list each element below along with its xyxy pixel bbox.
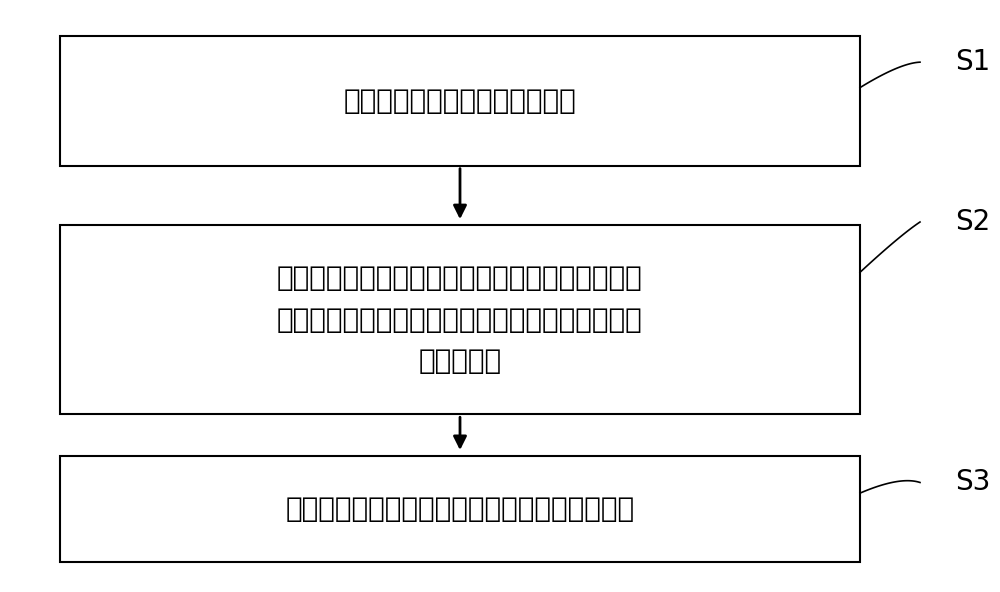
- Bar: [60, 225, 860, 414]
- Text: 在加热后的上述盖板的上表面上自下向上依次铺设
第一封装胶膜、电池串层、第二封装胶膜和背板以
得到铺设件: 在加热后的上述盖板的上表面上自下向上依次铺设 第一封装胶膜、电池串层、第二封装胶…: [277, 265, 643, 375]
- Bar: [60, 36, 860, 166]
- Text: 将铺设件放入层压机中进行层压以得到光伏组件: 将铺设件放入层压机中进行层压以得到光伏组件: [285, 495, 635, 523]
- Text: 对盖板进行加热，盖板为玻璃件: 对盖板进行加热，盖板为玻璃件: [344, 86, 576, 115]
- Text: S3: S3: [955, 468, 990, 497]
- Text: S2: S2: [955, 208, 990, 236]
- Bar: [60, 456, 860, 562]
- Text: S1: S1: [955, 48, 990, 76]
